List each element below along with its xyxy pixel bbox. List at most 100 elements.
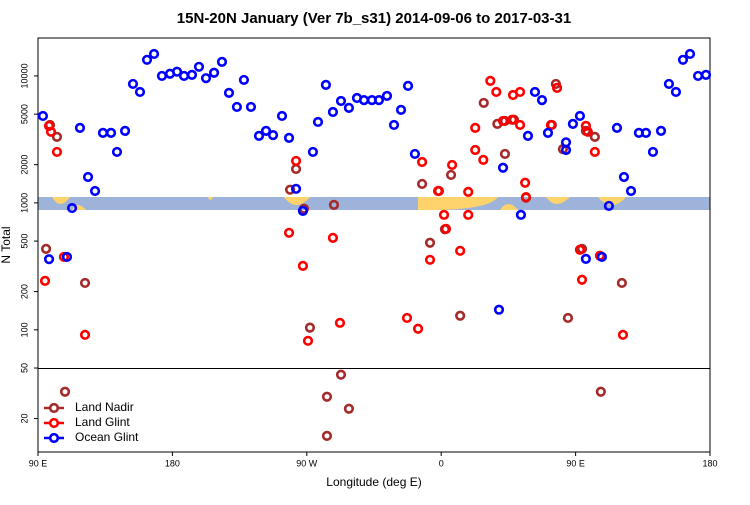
point [574, 244, 586, 255]
point [238, 74, 250, 86]
point [111, 146, 123, 158]
point [343, 403, 355, 414]
point [312, 116, 324, 128]
point [560, 137, 572, 148]
point [412, 323, 424, 334]
point [39, 275, 51, 286]
point [290, 163, 302, 175]
point [223, 87, 235, 99]
point [307, 146, 319, 158]
point [193, 61, 205, 72]
point [105, 127, 117, 138]
map-strip [38, 197, 710, 211]
x-tick-label: 90 E [29, 458, 48, 468]
point [589, 146, 600, 158]
point [455, 245, 466, 256]
point [515, 209, 527, 220]
point [156, 70, 168, 82]
point [320, 79, 332, 90]
y-tick-label: 500 [19, 234, 29, 249]
point [677, 54, 689, 65]
point [127, 78, 139, 90]
point [253, 130, 265, 141]
point [216, 56, 228, 67]
point [321, 391, 333, 402]
point [373, 95, 385, 106]
point [522, 130, 534, 141]
point [463, 209, 474, 220]
point [440, 223, 452, 234]
point [327, 106, 339, 118]
point [401, 312, 413, 324]
point [616, 277, 627, 289]
point [343, 102, 355, 114]
point [276, 110, 288, 122]
point [582, 126, 593, 137]
point [655, 125, 667, 136]
point [260, 125, 272, 136]
y-tick-label: 20 [19, 414, 29, 424]
point [402, 80, 414, 91]
point [89, 185, 101, 197]
point [603, 200, 615, 212]
point [463, 186, 474, 198]
y-tick-label: 10000 [19, 63, 29, 88]
point [529, 86, 541, 98]
point [514, 119, 526, 131]
point [283, 132, 295, 143]
point [576, 274, 588, 285]
point [692, 70, 704, 82]
point [470, 122, 481, 133]
point [596, 251, 607, 263]
point [514, 86, 526, 98]
point [59, 386, 71, 397]
point [536, 95, 548, 106]
point [134, 86, 146, 98]
point [545, 119, 557, 131]
point [40, 243, 52, 254]
point [684, 48, 696, 60]
point [334, 317, 346, 328]
point [119, 125, 131, 136]
point [432, 185, 444, 197]
point [43, 254, 55, 265]
point [74, 122, 86, 133]
point [51, 131, 63, 142]
point [507, 114, 518, 125]
point [491, 86, 502, 98]
point [171, 66, 183, 77]
point [409, 148, 421, 160]
point [438, 209, 450, 220]
y-axis-label: N Total [0, 226, 13, 263]
point [520, 192, 532, 203]
point [625, 185, 637, 197]
y-tick-label: 200 [19, 284, 29, 299]
chart-title: 15N-20N January (Ver 7b_s31) 2014-09-06 … [177, 10, 571, 27]
y-tick-label: 50 [19, 363, 29, 373]
point [424, 237, 436, 248]
legend-marker [48, 417, 60, 429]
point [416, 156, 428, 168]
point [670, 86, 682, 98]
y-tick-label: 2000 [19, 155, 29, 175]
point [567, 118, 579, 129]
point [478, 154, 489, 166]
point [647, 146, 659, 158]
point [37, 110, 49, 122]
point [574, 110, 586, 122]
point [589, 131, 600, 142]
point [470, 144, 481, 156]
point [663, 78, 675, 90]
point [395, 104, 407, 116]
point [424, 254, 436, 265]
legend-label: Ocean Glint [75, 430, 139, 444]
plot-frame [37, 37, 711, 453]
point [485, 75, 496, 86]
point [335, 369, 347, 380]
point [499, 148, 511, 160]
point [79, 329, 91, 340]
point [290, 183, 302, 194]
point [97, 127, 109, 138]
point [447, 159, 458, 171]
